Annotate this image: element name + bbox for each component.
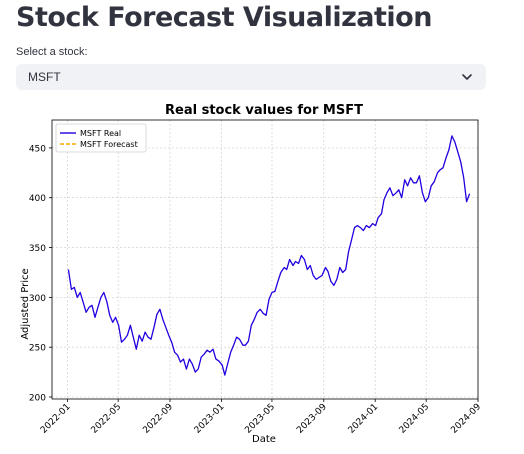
stock-select-label: Select a stock:: [16, 46, 88, 58]
stock-select[interactable]: MSFT: [16, 64, 486, 90]
y-tick-label: 400: [29, 194, 46, 204]
y-tick-label: 200: [29, 394, 46, 404]
series-line-real: [67, 135, 471, 376]
x-tick-label: 2023-05: [243, 402, 277, 436]
chart-grid: [52, 120, 479, 399]
y-tick-label: 300: [29, 294, 46, 304]
legend-box: [55, 123, 147, 153]
page-title: Stock Forecast Visualization: [16, 2, 432, 33]
x-tick-label: 2024-01: [347, 402, 381, 436]
stock-select-value: MSFT: [28, 70, 61, 84]
chart-axes: 200 250 300 350 400 450 2022-01 2022-05 2022-09 2…: [29, 119, 483, 436]
x-axis-label: Date: [252, 434, 276, 445]
y-tick-label: 350: [29, 244, 46, 254]
chevron-down-icon: [462, 74, 472, 80]
plot-frame: [51, 119, 479, 400]
x-tick-label: 2024-05: [398, 402, 432, 436]
x-tick-label: 2022-09: [141, 402, 175, 436]
legend-label-forecast: MSFT Forecast: [80, 140, 138, 149]
chart-title: Real stock values for MSFT: [165, 103, 363, 118]
chart-legend: MSFT Real MSFT Forecast: [55, 123, 147, 153]
y-tick-label: 450: [29, 144, 46, 154]
x-tick-label: 2022-05: [90, 402, 124, 436]
legend-label-real: MSFT Real: [80, 129, 121, 138]
x-tick-label: 2023-01: [193, 402, 227, 436]
x-tick-label: 2022-01: [39, 402, 73, 436]
chart-series: [67, 135, 471, 376]
stock-chart: Real stock values for MSFT 200 250 300 350 4…: [20, 103, 483, 445]
x-tick-label: 2024-09: [449, 402, 483, 436]
x-tick-label: 2023-09: [295, 402, 329, 436]
y-tick-label: 250: [29, 344, 46, 354]
y-axis-label: Adjusted Price: [20, 268, 31, 339]
